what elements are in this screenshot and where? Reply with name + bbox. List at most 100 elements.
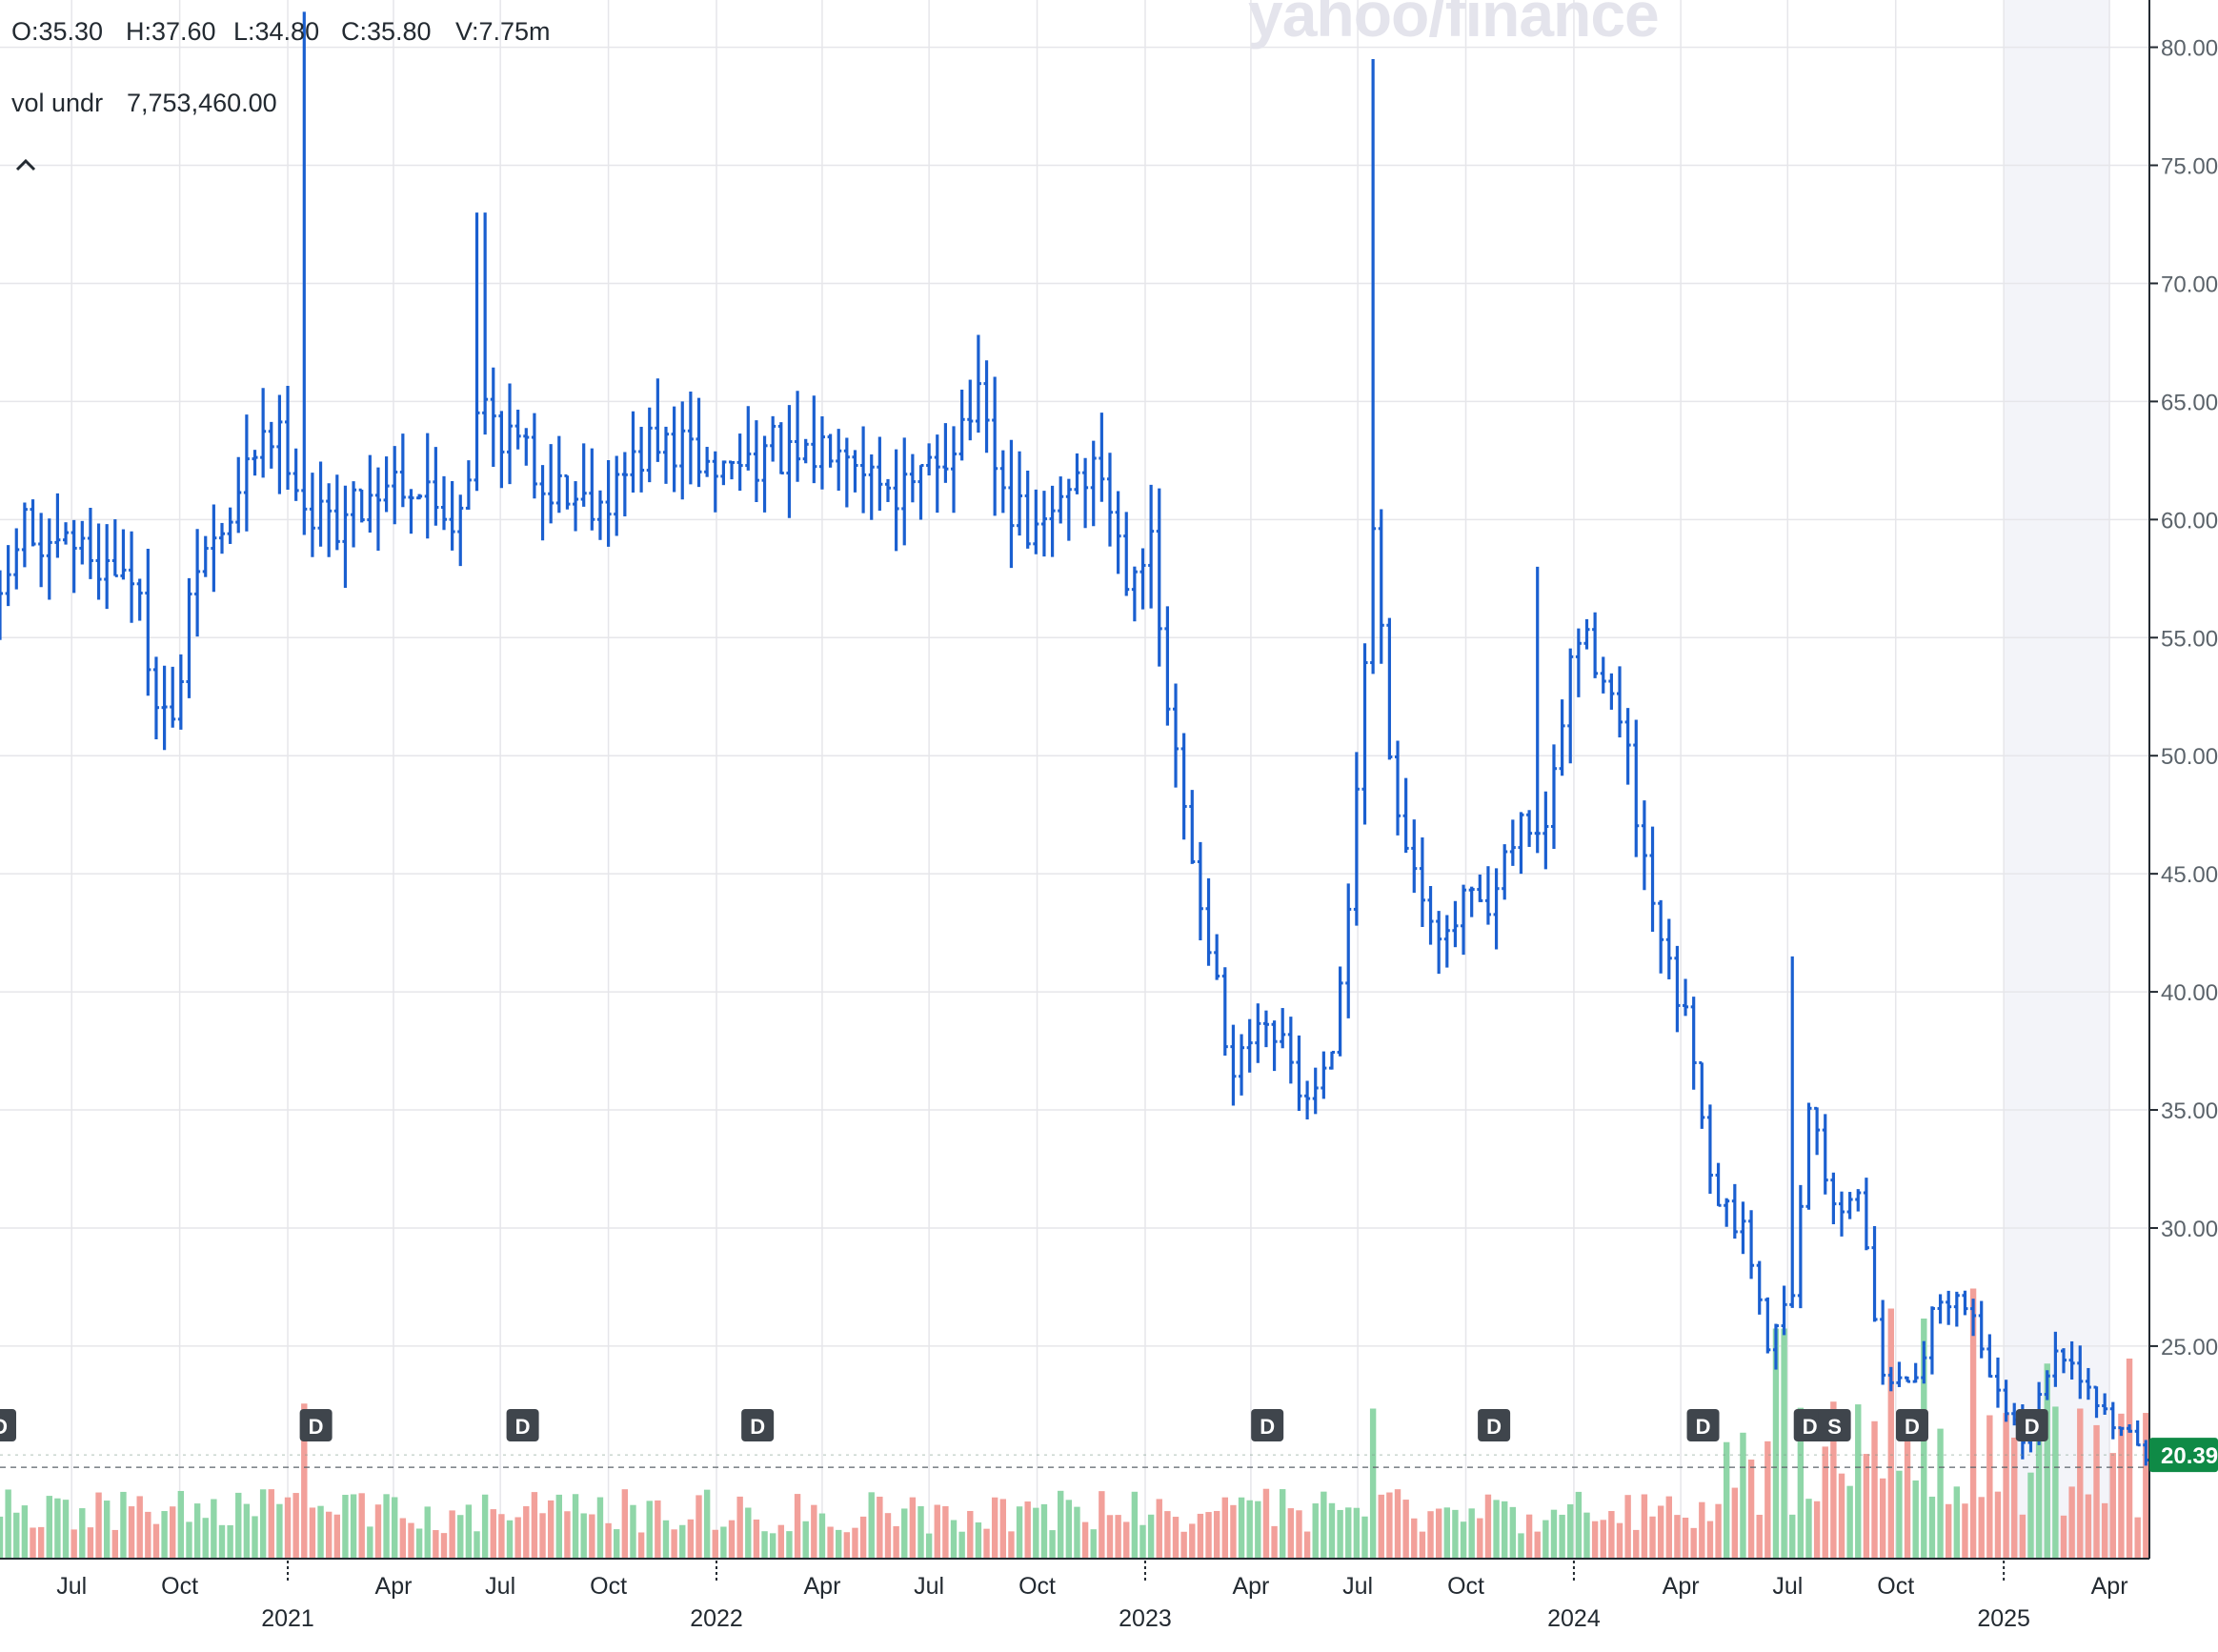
- y-tick-label: 65.00: [2161, 390, 2218, 415]
- volume-bar: [1937, 1428, 1944, 1559]
- ohlc-bar: [1370, 58, 1377, 675]
- volume-bar: [1090, 1529, 1097, 1559]
- volume-bar: [2068, 1486, 2075, 1559]
- volume-bar: [95, 1492, 102, 1559]
- volume-bar: [1065, 1500, 1073, 1559]
- event-badge-d[interactable]: D: [506, 1409, 539, 1441]
- volume-bar: [1452, 1509, 1459, 1559]
- event-badge-d[interactable]: D: [1478, 1409, 1511, 1441]
- ohlc-bar: [276, 394, 283, 494]
- ohlc-bar: [1419, 837, 1425, 928]
- ohlc-bar: [884, 478, 891, 502]
- ohlc-bar: [46, 518, 52, 600]
- volume-bar: [1328, 1502, 1336, 1559]
- ohlc-bar: [580, 443, 587, 507]
- volume-bar: [177, 1490, 185, 1559]
- ohlc-bar: [1058, 476, 1064, 524]
- volume-bar: [1205, 1512, 1212, 1559]
- ohlc-bar: [1731, 1183, 1738, 1239]
- ohlc-bar: [514, 410, 521, 450]
- ohlc-bar: [63, 522, 70, 545]
- event-badge-d[interactable]: D: [1251, 1409, 1284, 1441]
- ohlc-bar: [1287, 1017, 1294, 1084]
- ohlc-bar: [1641, 800, 1647, 891]
- ohlc-bar: [498, 411, 505, 489]
- volume-bar: [1221, 1497, 1228, 1559]
- volume-bar: [1567, 1503, 1574, 1559]
- volume-bar: [193, 1503, 201, 1559]
- x-tick-label: Apr: [803, 1573, 840, 1600]
- volume-bar: [818, 1513, 826, 1559]
- close-value: C:35.80: [341, 17, 432, 46]
- ohlc-bar: [745, 406, 752, 471]
- ohlc-bar: [1180, 733, 1187, 840]
- ohlc-bar: [1624, 708, 1631, 785]
- event-badge-d[interactable]: D: [1686, 1409, 1720, 1441]
- ohlc-bar: [992, 376, 998, 516]
- ohlc-bar: [285, 386, 292, 490]
- ohlc-bar: [13, 528, 20, 590]
- volume-bar: [843, 1532, 851, 1559]
- volume-bar: [1855, 1404, 1862, 1559]
- volume-bar: [1665, 1496, 1672, 1559]
- ohlc-bar: [1871, 1225, 1878, 1322]
- event-badge-label: D: [2025, 1415, 2040, 1439]
- chevron-up-icon[interactable]: [10, 151, 42, 179]
- ohlc-bar: [1468, 886, 1475, 917]
- volume-bar: [259, 1489, 267, 1559]
- volume-bar: [457, 1515, 464, 1559]
- ohlc-bar: [1099, 413, 1105, 502]
- ohlc-bar: [177, 654, 184, 730]
- volume-bar: [1337, 1509, 1343, 1559]
- ohlc-bar: [1683, 978, 1689, 1017]
- volume-bar: [1074, 1506, 1080, 1559]
- ohlc-bar: [827, 433, 834, 468]
- ohlc-bar: [1674, 945, 1681, 1033]
- volume-bar: [1394, 1489, 1401, 1559]
- volume-bar: [1040, 1503, 1048, 1559]
- volume-bar: [2044, 1363, 2050, 1559]
- volume-bar: [474, 1531, 480, 1559]
- y-tick-label: 60.00: [2161, 508, 2218, 534]
- volume-bar: [605, 1522, 612, 1559]
- ohlc-bar: [5, 545, 11, 607]
- shaded-period: [2004, 0, 2109, 1559]
- volume-bar: [1411, 1518, 1418, 1559]
- ohlc-bar: [596, 490, 603, 540]
- volume-bar: [1493, 1500, 1500, 1559]
- volume-bar: [1699, 1501, 1705, 1559]
- ohlc-bar: [1781, 1285, 1787, 1336]
- volume-bar: [1460, 1521, 1467, 1559]
- ohlc-bar: [79, 520, 86, 565]
- event-badge-d[interactable]: D: [741, 1409, 775, 1441]
- ohlc-bar: [1262, 1010, 1269, 1048]
- x-tick-label: Apr: [375, 1573, 413, 1600]
- event-badge-d[interactable]: D: [1793, 1409, 1826, 1441]
- event-badge-bg: [1251, 1409, 1284, 1441]
- volume-bar: [655, 1500, 661, 1559]
- volume-bar: [1287, 1508, 1295, 1559]
- ohlc-bar: [1312, 1067, 1319, 1115]
- volume-bar: [761, 1531, 768, 1559]
- ohlc-bar: [71, 519, 77, 594]
- volume-bar: [1255, 1501, 1261, 1559]
- volume-bar: [1443, 1507, 1450, 1559]
- volume-bar: [1353, 1507, 1361, 1559]
- volume-bar: [1805, 1499, 1812, 1559]
- low-value: L:34.80: [233, 17, 319, 46]
- volume-bar: [37, 1526, 45, 1559]
- ohlc-bar: [333, 474, 340, 551]
- event-badge-d[interactable]: D: [0, 1409, 16, 1441]
- ohlc-bar: [1461, 884, 1467, 956]
- ohlc-bar: [1148, 484, 1155, 609]
- event-badge-d[interactable]: D: [299, 1409, 333, 1441]
- ohlc-bar: [795, 391, 801, 482]
- event-badge-d[interactable]: D: [1895, 1409, 1928, 1441]
- event-badge-d[interactable]: D: [2015, 1409, 2048, 1441]
- volume-bar: [1262, 1488, 1270, 1559]
- event-badge-s[interactable]: S: [1818, 1409, 1851, 1441]
- volume-bar: [1731, 1487, 1739, 1559]
- volume-bar: [309, 1507, 316, 1559]
